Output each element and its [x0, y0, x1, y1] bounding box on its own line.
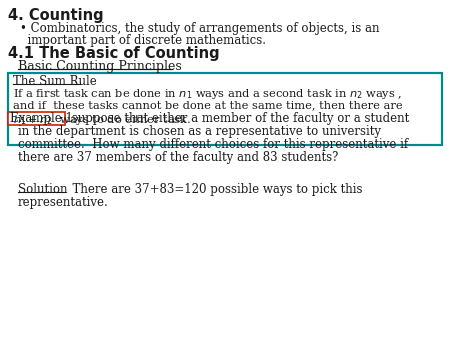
FancyBboxPatch shape: [8, 112, 65, 125]
Text: Basic Counting Principles: Basic Counting Principles: [18, 60, 182, 73]
Text: Example 1: Example 1: [10, 112, 73, 125]
Text: $n_1 + n_2$  ways to do either task.: $n_1 + n_2$ ways to do either task.: [13, 113, 191, 127]
Text: If a first task can be done in $n_1$ ways and a second task in $n_2$ ways ,: If a first task can be done in $n_1$ way…: [13, 87, 402, 101]
Text: important part of discrete mathematics.: important part of discrete mathematics.: [20, 34, 266, 47]
Text: representative.: representative.: [18, 196, 109, 209]
Text: suppose that either a member of the faculty or a student: suppose that either a member of the facu…: [68, 112, 409, 125]
Text: and if  these tasks cannot be done at the same time, then there are: and if these tasks cannot be done at the…: [13, 100, 403, 110]
Text: there are 37 members of the faculty and 83 students?: there are 37 members of the faculty and …: [18, 151, 338, 164]
Text: The Sum Rule: The Sum Rule: [13, 75, 97, 88]
FancyBboxPatch shape: [8, 73, 442, 145]
Text: 4. Counting: 4. Counting: [8, 8, 104, 23]
Text: • Combinatorics, the study of arrangements of objects, is an: • Combinatorics, the study of arrangemen…: [20, 22, 379, 35]
Text: committee.  How many different choices for this representative if: committee. How many different choices fo…: [18, 138, 408, 151]
Text: Solution: Solution: [18, 183, 68, 196]
Text: 4.1 The Basic of Counting: 4.1 The Basic of Counting: [8, 46, 220, 61]
Text: in the department is chosen as a representative to university: in the department is chosen as a represe…: [18, 125, 381, 138]
Text: There are 37+83=120 possible ways to pick this: There are 37+83=120 possible ways to pic…: [65, 183, 363, 196]
